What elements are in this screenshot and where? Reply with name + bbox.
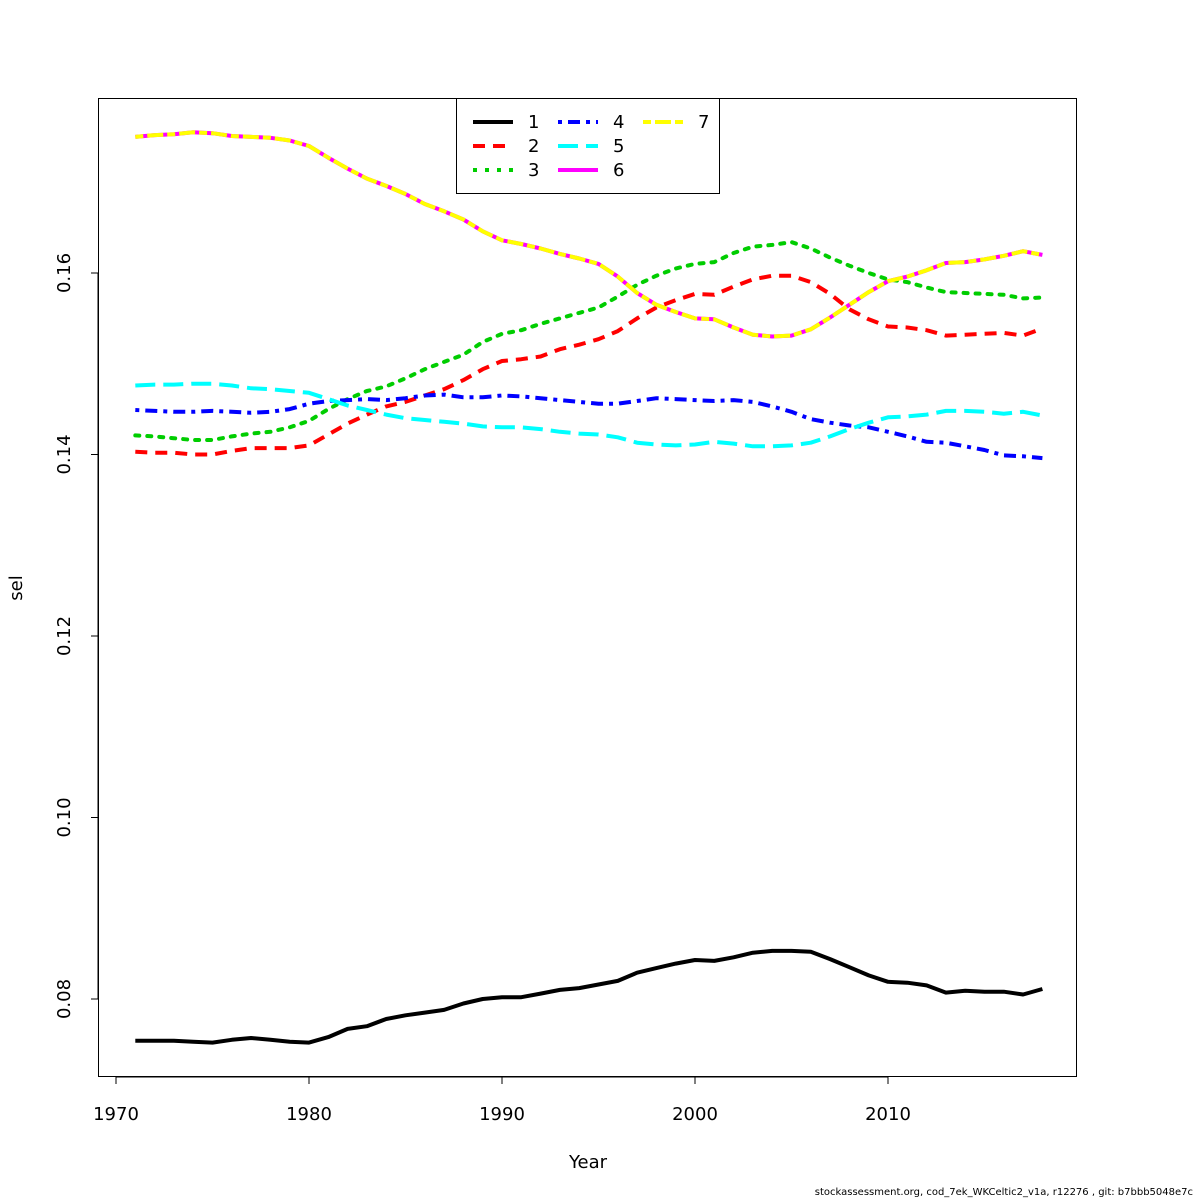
series-line-4	[135, 392, 1043, 461]
legend-label-3: 3	[528, 160, 539, 181]
footer-caption: stockassessment.org, cod_7ek_WKCeltic2_v…	[814, 1187, 1193, 1198]
y-tick-label: 0.10	[54, 797, 75, 837]
y-axis-label: sel	[6, 575, 27, 600]
series-line-3	[133, 240, 1045, 442]
series-line-1	[135, 948, 1043, 1045]
y-tick-label: 0.14	[54, 434, 75, 474]
legend-label-2: 2	[528, 136, 539, 157]
legend-label-4: 4	[613, 112, 624, 133]
series-layer	[133, 130, 1045, 1045]
legend-label-6: 6	[613, 160, 624, 181]
y-tick-label: 0.08	[54, 979, 75, 1019]
series-line-2	[135, 273, 1044, 457]
x-tick-label: 1970	[93, 1104, 139, 1125]
series-line-5	[135, 381, 1043, 449]
legend-label-1: 1	[528, 112, 539, 133]
legend: 1 2 3 4 5 6 7	[456, 98, 720, 194]
legend-label-7: 7	[698, 112, 709, 133]
series-line-7	[135, 130, 1043, 339]
y-tick-label: 0.12	[54, 616, 75, 656]
y-axis: 0.08 0.10 0.12 0.14 0.16	[54, 253, 99, 1019]
x-tick-label: 1980	[286, 1104, 332, 1125]
y-tick-label: 0.16	[54, 253, 75, 293]
x-axis-label: Year	[568, 1152, 608, 1173]
x-tick-label: 2010	[865, 1104, 911, 1125]
x-tick-label: 2000	[672, 1104, 718, 1125]
plot-frame	[98, 98, 1077, 1077]
legend-label-5: 5	[613, 136, 624, 157]
x-tick-label: 1990	[479, 1104, 525, 1125]
x-axis: 1970 1980 1990 2000 2010	[93, 1076, 911, 1125]
